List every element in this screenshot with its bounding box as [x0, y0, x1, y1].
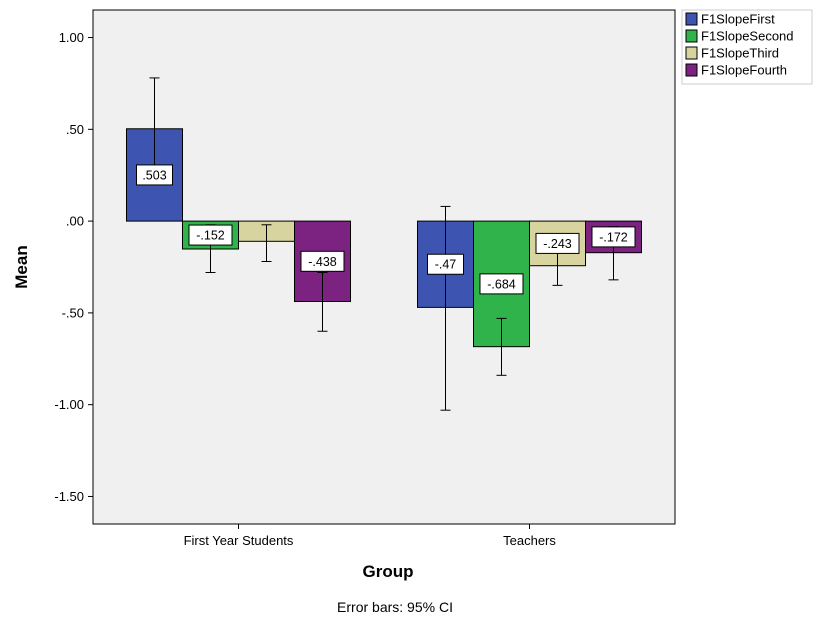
data-label: -.47	[435, 258, 457, 272]
y-tick-label: .50	[66, 122, 84, 137]
y-tick-label: -1.00	[54, 397, 84, 412]
y-axis: 1.00 .50 .00 -.50 -1.00 -1.50	[54, 30, 93, 504]
data-label: -.438	[308, 255, 337, 269]
legend-swatch	[685, 29, 698, 43]
y-tick-label: 1.00	[59, 30, 84, 45]
y-tick-label: .00	[66, 214, 84, 229]
legend-label: F1SlopeFourth	[701, 63, 787, 78]
legend-label: F1SlopeFirst	[701, 12, 775, 27]
data-label-box	[188, 224, 233, 246]
legend-box	[681, 9, 813, 85]
data-label-box	[591, 226, 636, 248]
y-tick-label: -.50	[62, 305, 84, 320]
y-axis-title: Mean	[12, 245, 31, 288]
data-label-box	[535, 232, 580, 254]
data-label: -.684	[487, 277, 516, 291]
legend-swatch	[685, 12, 698, 26]
data-label: -.152	[196, 229, 225, 243]
plot-area	[92, 9, 676, 525]
legend-label: F1SlopeThird	[701, 46, 779, 61]
data-label-box	[427, 253, 464, 275]
x-category-label: First Year Students	[184, 533, 294, 548]
error-bar-note: Error bars: 95% CI	[337, 599, 453, 615]
legend: F1SlopeFirst F1SlopeSecond F1SlopeThird F1S…	[681, 9, 813, 85]
data-label-box	[136, 164, 173, 186]
legend-swatch	[685, 46, 698, 60]
legend-swatch	[685, 63, 698, 77]
data-labels-group: .503 -.152 -.438 -.47 -.684 -.243 -.172	[136, 164, 636, 295]
data-label: -.243	[543, 237, 572, 251]
x-axis: First Year Students Teachers	[184, 524, 556, 548]
y-tick-label: -1.50	[54, 489, 84, 504]
data-label-box	[300, 250, 345, 272]
data-label: -.172	[599, 230, 628, 244]
x-axis-title: Group	[363, 562, 414, 581]
data-label: .503	[142, 168, 166, 182]
legend-label: F1SlopeSecond	[701, 29, 794, 44]
data-label-box	[479, 273, 524, 295]
x-category-label: Teachers	[503, 533, 556, 548]
